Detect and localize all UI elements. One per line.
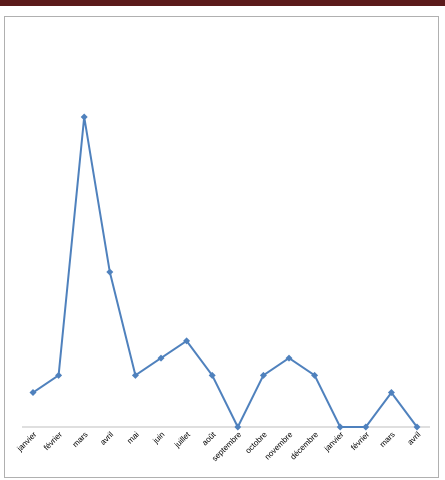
data-point bbox=[208, 371, 216, 379]
x-tick-label: juin bbox=[151, 430, 167, 446]
x-tick-label: janvier bbox=[322, 430, 346, 454]
x-tick-label: février bbox=[349, 430, 371, 452]
x-tick-label: mars bbox=[71, 430, 90, 449]
data-point bbox=[183, 337, 191, 345]
x-tick-label: décembre bbox=[288, 430, 320, 462]
data-point bbox=[106, 268, 114, 276]
series-line-layer bbox=[32, 116, 418, 428]
x-tick-label: mars bbox=[378, 430, 397, 449]
data-point bbox=[80, 113, 88, 121]
data-point bbox=[157, 354, 165, 362]
data-point bbox=[413, 423, 421, 431]
data-point bbox=[387, 389, 395, 397]
x-tick-label: avril bbox=[98, 430, 115, 447]
series-line bbox=[32, 116, 418, 428]
x-tick-label: janvier bbox=[15, 430, 39, 454]
data-point bbox=[336, 423, 344, 431]
x-tick-label: avril bbox=[406, 430, 423, 447]
data-point bbox=[131, 371, 139, 379]
x-tick-label: août bbox=[200, 430, 218, 448]
data-point bbox=[362, 423, 370, 431]
data-point bbox=[55, 371, 63, 379]
chart-frame bbox=[4, 16, 439, 478]
x-tick-label: mai bbox=[125, 430, 141, 446]
data-point bbox=[285, 354, 293, 362]
data-point bbox=[311, 371, 319, 379]
marker-layer bbox=[29, 113, 421, 431]
header-bar bbox=[0, 0, 445, 6]
tick-label-layer: janvier février mars avril mai juin juillet aoû… bbox=[15, 430, 423, 464]
data-point bbox=[259, 371, 267, 379]
x-tick-label: juillet bbox=[172, 430, 193, 451]
x-tick-label: février bbox=[42, 430, 64, 452]
data-point bbox=[234, 423, 242, 431]
data-point bbox=[29, 389, 37, 397]
